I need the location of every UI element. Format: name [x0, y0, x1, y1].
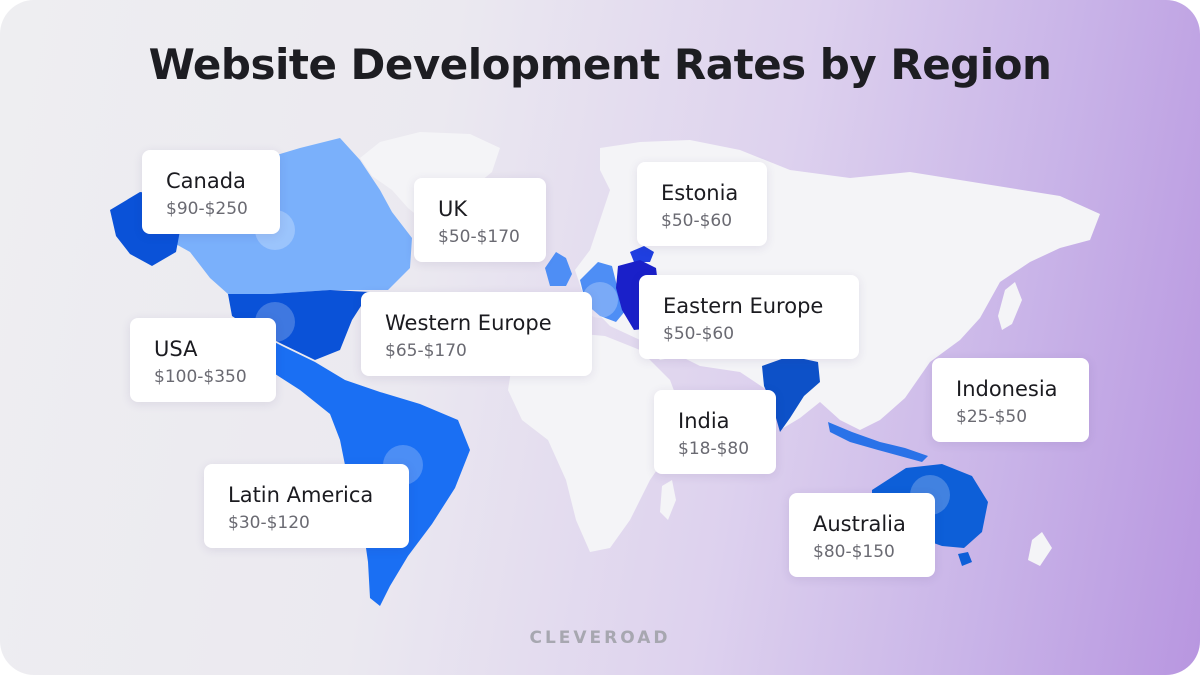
region-tasmania[interactable] — [958, 552, 972, 566]
region-name: UK — [438, 197, 468, 221]
label-estonia[interactable]: Estonia $50-$60 — [637, 162, 767, 246]
brand-logo: CLEVEROAD — [529, 628, 671, 648]
region-rate: $80-$150 — [813, 542, 895, 562]
region-uk[interactable] — [545, 252, 572, 286]
region-indonesia[interactable] — [828, 422, 928, 462]
madagascar — [660, 480, 676, 520]
label-eastern-europe[interactable]: Eastern Europe $50-$60 — [639, 275, 859, 359]
greenland — [360, 132, 500, 222]
label-usa[interactable]: USA $100-$350 — [130, 318, 276, 402]
region-usa[interactable] — [228, 290, 370, 360]
region-name: Australia — [813, 512, 906, 536]
region-rate: $65-$170 — [385, 341, 467, 361]
region-india[interactable] — [762, 356, 820, 432]
region-name: India — [678, 409, 730, 433]
region-rate: $100-$350 — [154, 367, 247, 387]
region-name: Western Europe — [385, 311, 552, 335]
label-western-europe[interactable]: Western Europe $65-$170 — [361, 292, 592, 376]
region-rate: $50-$60 — [661, 211, 733, 231]
region-name: Eastern Europe — [663, 294, 824, 318]
region-rate: $25-$50 — [956, 407, 1028, 427]
africa — [508, 332, 682, 552]
label-indonesia[interactable]: Indonesia $25-$50 — [932, 358, 1089, 442]
japan — [998, 282, 1022, 330]
region-name: Latin America — [228, 483, 374, 507]
region-rate: $50-$170 — [438, 227, 520, 247]
label-india[interactable]: India $18-$80 — [654, 390, 776, 474]
region-estonia[interactable] — [630, 246, 654, 262]
region-name: USA — [154, 337, 198, 361]
region-name: Estonia — [661, 181, 739, 205]
region-rate: $50-$60 — [663, 324, 735, 344]
new-zealand — [1028, 532, 1052, 566]
region-rate: $90-$250 — [166, 199, 248, 219]
label-latin-america[interactable]: Latin America $30-$120 — [204, 464, 409, 548]
region-rate: $18-$80 — [678, 439, 750, 459]
region-name: Indonesia — [956, 377, 1058, 401]
page-title: Website Development Rates by Region — [148, 40, 1052, 89]
region-name: Canada — [166, 169, 246, 193]
label-australia[interactable]: Australia $80-$150 — [789, 493, 935, 577]
region-rate: $30-$120 — [228, 513, 310, 533]
label-canada[interactable]: Canada $90-$250 — [142, 150, 280, 234]
label-uk[interactable]: UK $50-$170 — [414, 178, 546, 262]
